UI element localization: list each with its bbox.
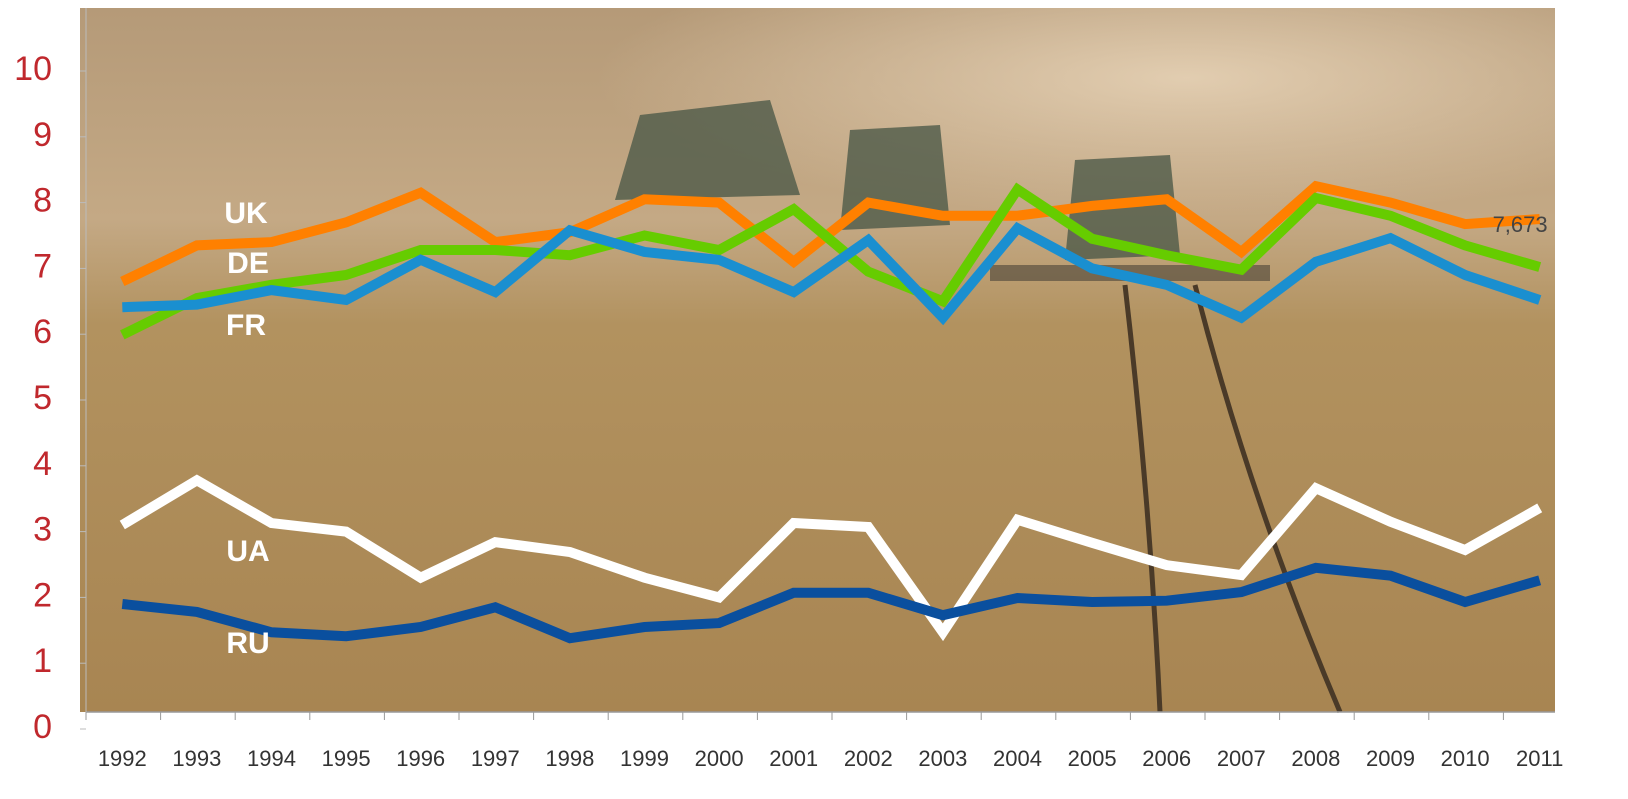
x-tick-label: 2008: [1291, 746, 1340, 771]
x-tick-label: 1999: [620, 746, 669, 771]
x-tick-label: 2011: [1516, 746, 1563, 771]
x-tick-label: 1995: [322, 746, 371, 771]
x-tick-label: 1992: [98, 746, 147, 771]
x-tick-label: 2006: [1142, 746, 1191, 771]
x-tick-label: 2009: [1366, 746, 1415, 771]
y-tick-label: 0: [33, 708, 52, 746]
x-tick-label: 2004: [993, 746, 1042, 771]
value-label: 7,673: [1493, 212, 1548, 237]
x-tick-label: 1998: [545, 746, 594, 771]
x-tick-label: 2002: [844, 746, 893, 771]
background-photo: [80, 8, 1555, 712]
x-tick-label: 1993: [172, 746, 221, 771]
series-label: UK: [224, 197, 268, 230]
x-tick-label: 2001: [769, 746, 818, 771]
series-label: UA: [226, 535, 269, 568]
y-tick-label: 5: [33, 379, 52, 417]
y-tick-label: 9: [33, 116, 52, 154]
x-tick-label: 2003: [918, 746, 967, 771]
x-tick-label: 1994: [247, 746, 296, 771]
x-tick-label: 1996: [396, 746, 445, 771]
series-label: RU: [226, 627, 269, 660]
y-tick-label: 2: [33, 576, 52, 614]
y-tick-label: 3: [33, 511, 52, 549]
chart: 0 1 2 3 4 5 6 7 8 9 10 1992 1993 1994 1995 1996 1997 1998…: [0, 0, 1628, 799]
x-tick-label: 2005: [1068, 746, 1117, 771]
series-label: DE: [227, 247, 269, 280]
y-tick-label: 6: [33, 313, 52, 351]
x-tick-label: 2010: [1441, 746, 1490, 771]
y-tick-label: 1: [33, 642, 52, 680]
x-tick-label: 2007: [1217, 746, 1266, 771]
x-tick-label: 2000: [695, 746, 744, 771]
y-tick-label: 4: [33, 445, 52, 483]
y-tick-label: 8: [33, 182, 52, 220]
x-tick-label: 1997: [471, 746, 520, 771]
y-tick-label: 7: [33, 247, 52, 285]
y-tick-label: 10: [14, 50, 52, 88]
series-label: FR: [226, 309, 266, 342]
